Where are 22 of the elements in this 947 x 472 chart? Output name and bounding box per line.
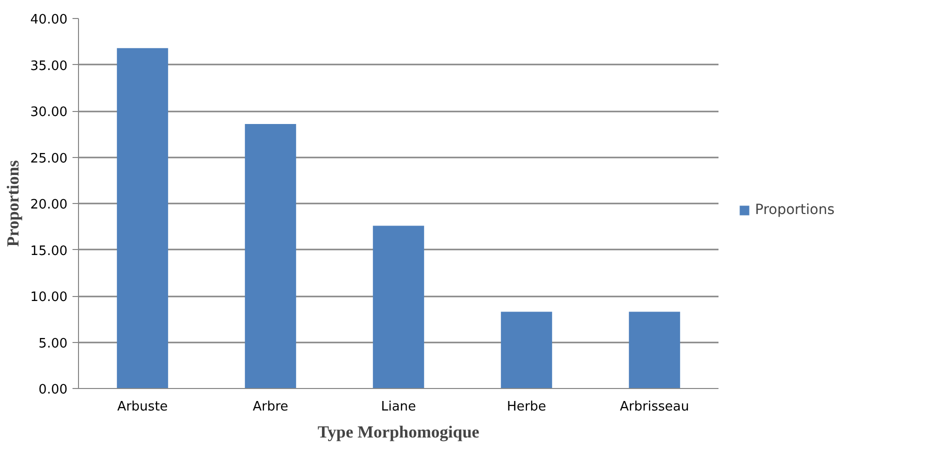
x-tick-label: Liane <box>380 400 416 414</box>
y-tick-label: 15.00 <box>30 244 68 259</box>
x-tick-label: Herbe <box>506 400 546 414</box>
bar <box>116 48 168 388</box>
x-tick-label: Arbuste <box>117 400 168 414</box>
y-tick-label: 30.00 <box>30 105 68 120</box>
y-axis-title: Proportions <box>3 160 22 247</box>
y-tick-label: 35.00 <box>30 58 68 74</box>
y-tick-label: 0.00 <box>38 382 68 398</box>
x-axis-title: Type Morphomogique <box>318 422 480 442</box>
y-tick-label: 25.00 <box>30 151 68 166</box>
y-tick-label: 10.00 <box>30 290 68 305</box>
legend-label: Proportions <box>755 202 835 218</box>
y-tick-label: 5.00 <box>38 336 68 352</box>
y-tick-label: 40.00 <box>30 12 68 28</box>
bar <box>372 226 424 388</box>
bar <box>500 312 552 388</box>
x-tick-label: Arbrisseau <box>620 400 690 414</box>
y-tick-label: 20.00 <box>30 198 68 212</box>
x-tick-label: Arbre <box>252 400 288 414</box>
bar <box>628 312 680 388</box>
bar <box>244 124 296 388</box>
